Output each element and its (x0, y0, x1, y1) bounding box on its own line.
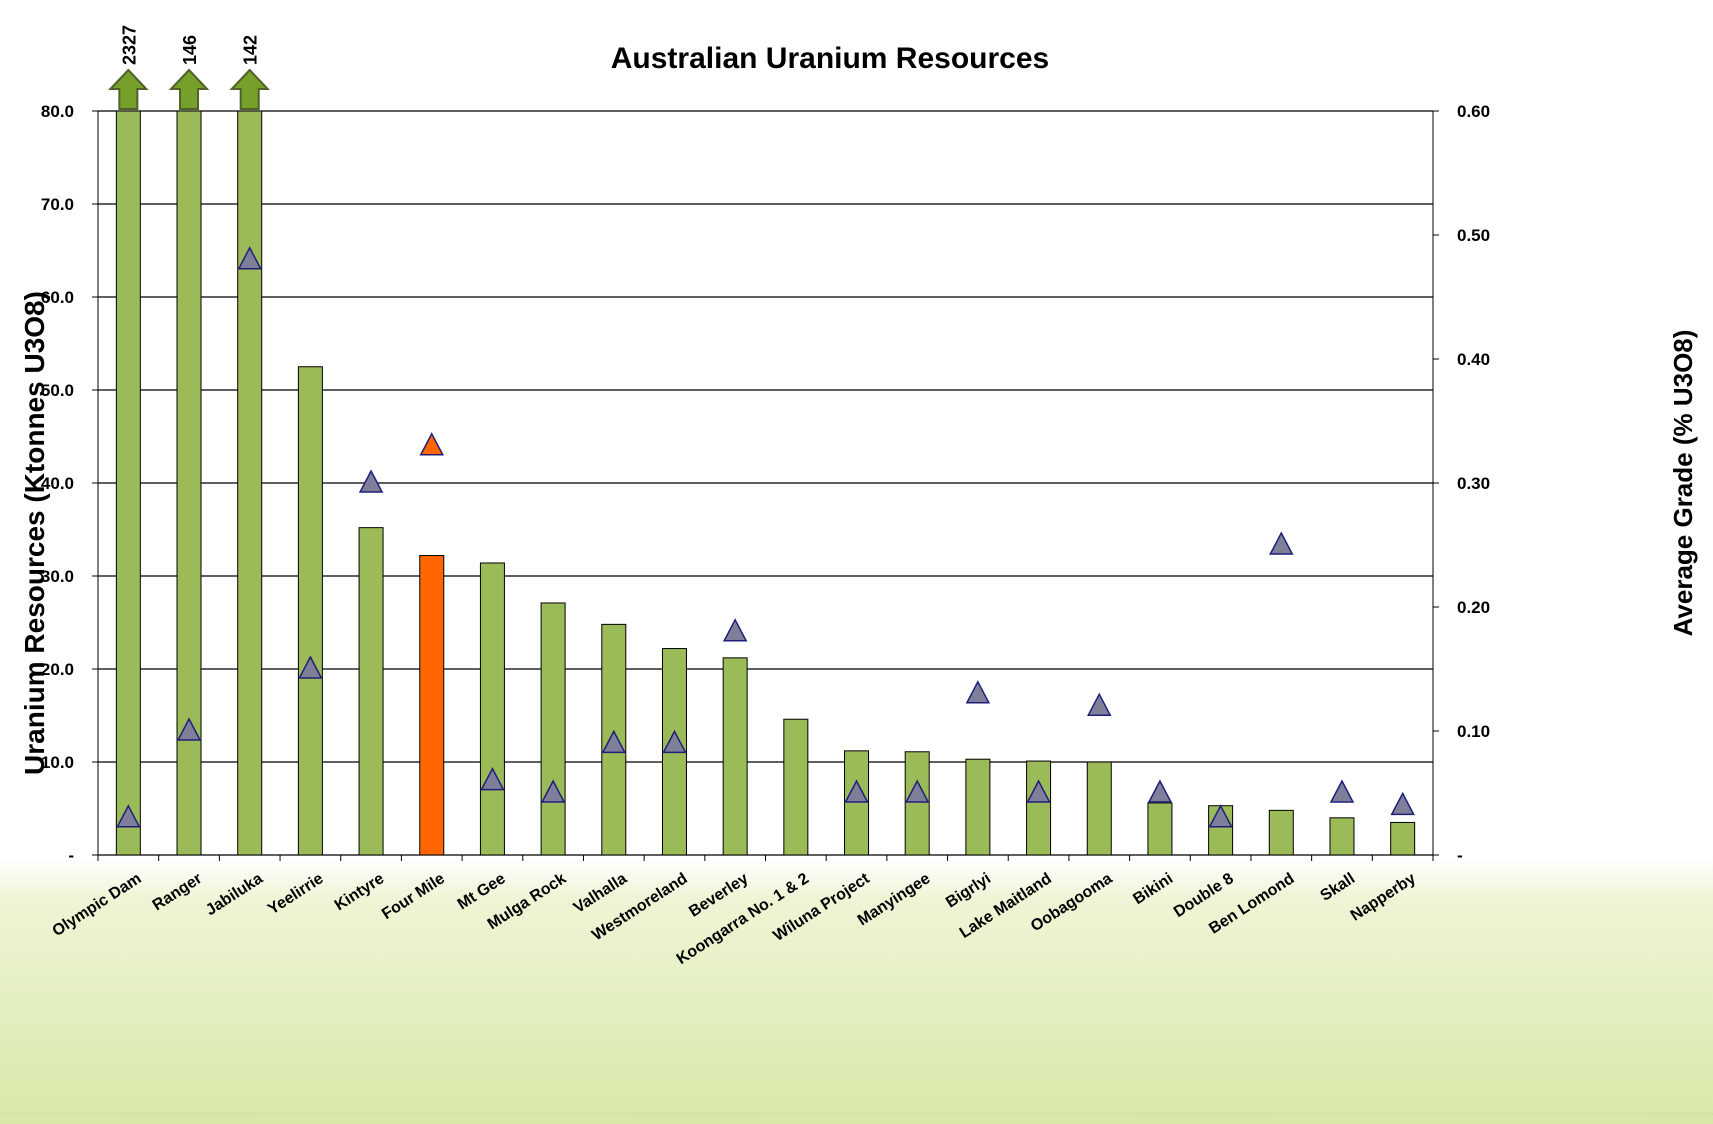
y2-tick-label: 0.60 (1457, 102, 1490, 121)
y-tick-label: 20.0 (41, 660, 74, 679)
y-tick-label: 40.0 (41, 474, 74, 493)
overflow-arrow (168, 68, 210, 110)
y2-tick-label: 0.30 (1457, 474, 1490, 493)
overflow-arrow (108, 68, 149, 110)
grade-marker (480, 766, 505, 791)
bar (1026, 760, 1052, 856)
grade-marker (1329, 779, 1355, 803)
grade-marker (1147, 779, 1173, 803)
background-band (0, 858, 1713, 1124)
grade-marker (844, 779, 869, 803)
y-tick-label: 60.0 (41, 288, 74, 307)
bar (540, 602, 566, 856)
bar (783, 718, 809, 856)
grade-marker (176, 717, 202, 741)
bar (904, 751, 930, 856)
y-tick-label: 50.0 (41, 381, 74, 400)
overflow-arrow (229, 68, 271, 110)
y-tick-label: 80.0 (41, 102, 74, 121)
bar (1329, 817, 1355, 856)
grade-marker (1269, 531, 1294, 555)
bar (1390, 821, 1416, 856)
y-tick-label: - (68, 846, 74, 865)
grade-marker (419, 432, 444, 456)
grade-marker (1087, 692, 1112, 716)
y-tick-label: 30.0 (41, 567, 74, 586)
data-label: 146 (180, 35, 200, 65)
bar (297, 366, 323, 856)
grade-marker (1026, 779, 1051, 803)
y2-axis-title: Average Grade (% U3O8) (1668, 330, 1698, 637)
bar (358, 527, 384, 856)
grade-marker (722, 618, 748, 642)
grade-marker (540, 779, 566, 803)
grade-marker (237, 246, 262, 270)
bar (844, 750, 870, 856)
data-label: 142 (241, 35, 261, 65)
grade-marker (965, 680, 991, 704)
grade-marker (358, 469, 384, 493)
y-tick-label: 70.0 (41, 195, 74, 214)
grade-marker (904, 779, 930, 803)
grade-marker (662, 729, 687, 754)
grade-marker (116, 804, 141, 828)
y2-tick-label: 0.10 (1457, 722, 1490, 741)
bar (479, 562, 505, 856)
grade-marker (1390, 791, 1415, 816)
bar (115, 110, 141, 856)
grade-marker (298, 655, 323, 679)
bar (722, 657, 748, 856)
bar (237, 110, 263, 856)
bar (1268, 809, 1294, 856)
y-axis-title: Uranium Resources (Ktonnes U3O8) (19, 291, 50, 775)
bar (1147, 802, 1173, 856)
y2-tick-label: - (1457, 846, 1463, 865)
bar (419, 555, 445, 856)
y-tick-label: 10.0 (41, 753, 74, 772)
grade-marker (601, 729, 627, 754)
y2-tick-label: 0.50 (1457, 226, 1490, 245)
y2-tick-label: 0.20 (1457, 598, 1490, 617)
y2-tick-label: 0.40 (1457, 350, 1490, 369)
grade-marker (1208, 804, 1233, 828)
bar (965, 758, 991, 856)
bar (176, 110, 202, 856)
bar (1086, 761, 1112, 856)
data-label: 2327 (119, 25, 139, 65)
chart-title: Australian Uranium Resources (611, 42, 1049, 75)
